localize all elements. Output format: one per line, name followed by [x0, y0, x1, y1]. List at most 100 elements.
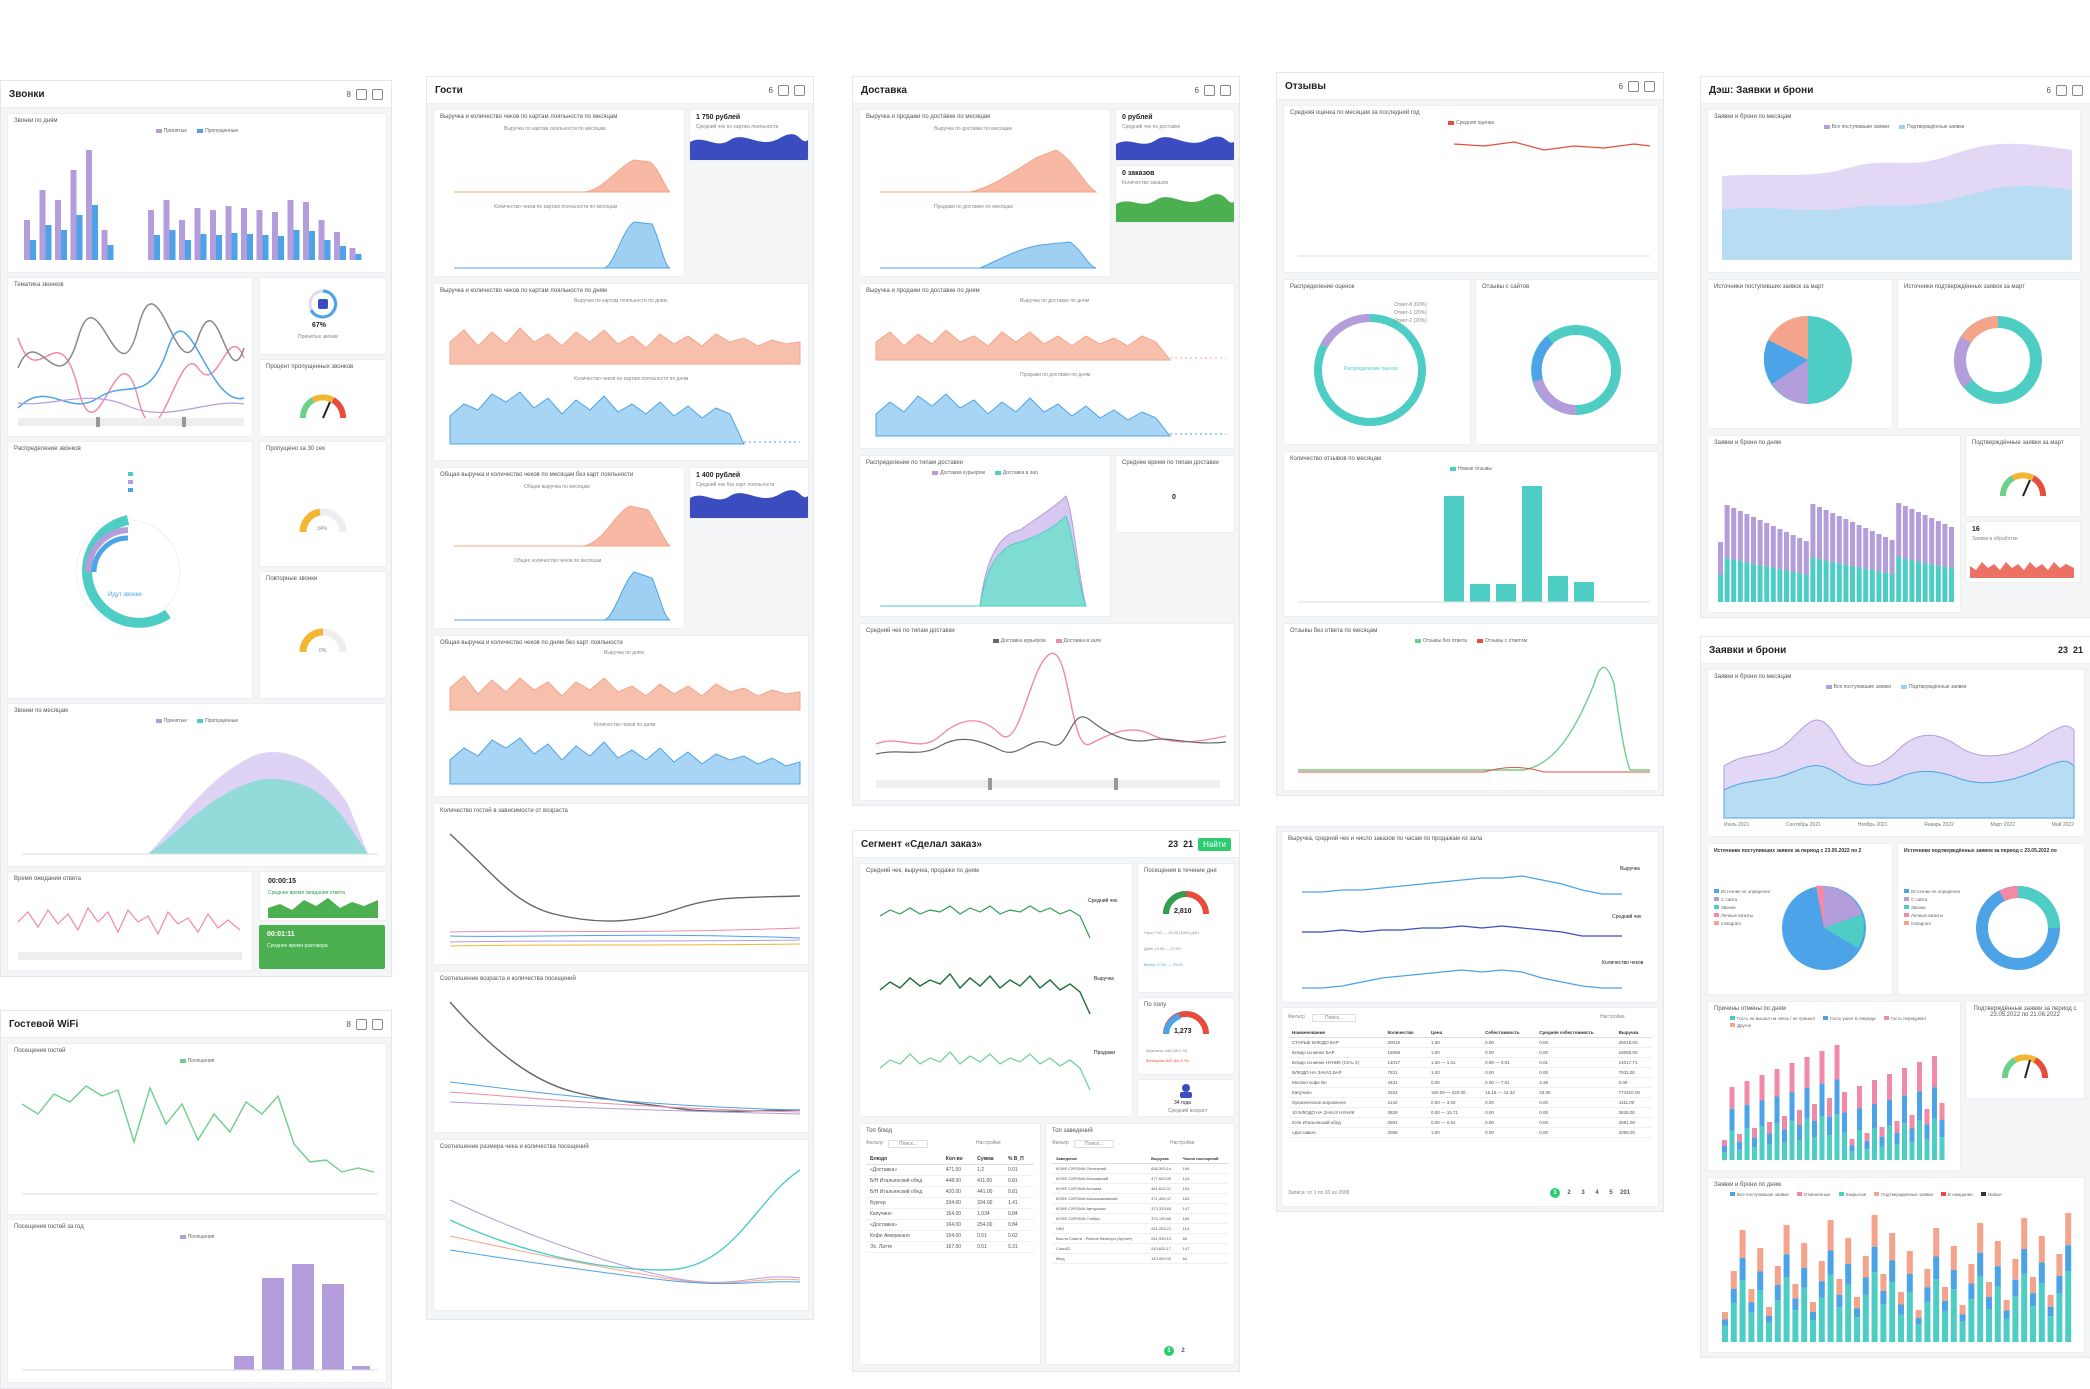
page-2[interactable]: 2 [1181, 1348, 1185, 1354]
table-row[interactable]: КОФЕ СХРОМА Охотничий 838,393,14 194 [1052, 1163, 1228, 1174]
legend-item[interactable]: С сайта [1904, 897, 1927, 902]
col-header[interactable]: Число посещений [1178, 1154, 1228, 1164]
table-row[interactable]: КОФЕ СХРОМА Авторская 373,333,63 147 [1052, 1203, 1228, 1214]
legend-visits[interactable]: Посещения [179, 1234, 214, 1240]
table-row[interactable]: НКО 241,203,21 114 [1052, 1223, 1228, 1234]
col-header[interactable]: Блюдо [866, 1154, 942, 1165]
legend-item[interactable]: Instagram [1904, 921, 1931, 926]
page-2[interactable]: 2 [1567, 1190, 1571, 1196]
col-header[interactable]: Средняя себестоимость [1535, 1028, 1615, 1038]
table-row[interactable]: КОФЕ СХРОМА Калашниковский 471,499,47 183 [1052, 1193, 1228, 1204]
legend-courier[interactable]: Доставка курьером [932, 470, 985, 476]
table-row[interactable]: Б/Н Итальянский обед 420.00 441.00 0.81 [866, 1186, 1034, 1198]
legend-item[interactable]: Новые [1980, 1192, 2002, 1197]
legend-hall[interactable]: Доставка в зал [994, 470, 1038, 476]
table-row[interactable]: Мыд 143,900,00 64 [1052, 1253, 1228, 1264]
legend-accepted[interactable]: Принятые [155, 128, 187, 134]
page-4[interactable]: 4 [1595, 1190, 1599, 1196]
col-header[interactable]: Сумма [973, 1154, 1004, 1165]
col-header[interactable]: Количество [1383, 1028, 1428, 1038]
legend-accepted[interactable]: Принятые [155, 718, 187, 724]
legend-new[interactable]: Новые отзывы [1450, 466, 1492, 472]
col-header[interactable]: Заведение [1052, 1154, 1148, 1164]
legend-item[interactable]: В ожидании [1940, 1192, 1973, 1197]
table-row[interactable]: Кофе Американо 154.00 0.51 0.62 [866, 1230, 1034, 1242]
table-row[interactable]: «Доставка» 471.00 1,2 0.01 [866, 1164, 1034, 1176]
table-settings[interactable]: Настройки [1600, 1014, 1625, 1020]
legend-answered[interactable]: Отзывы с ответом [1476, 638, 1527, 644]
export-icon[interactable] [2056, 84, 2067, 96]
page-1[interactable]: 1 [1550, 1188, 1560, 1198]
table-row[interactable]: Б/Н Итальянский обед 448.00 411.00 0.81 [866, 1175, 1034, 1187]
export-icon[interactable] [778, 84, 789, 96]
col-header[interactable]: Кол-во [941, 1154, 974, 1165]
col-header[interactable]: Наименование [1288, 1028, 1384, 1038]
legend-visits[interactable]: Посещения [179, 1058, 214, 1064]
table-row[interactable]: КОФЕ СХРОМА Боткина 481,612,01 154 [1052, 1183, 1228, 1194]
table-row[interactable]: Органическое мороженое 4142 0.00 — 3.00 0.0… [1288, 1097, 1652, 1108]
table-row[interactable]: Эс. Латте 167.00 0.51 0.31 [866, 1241, 1034, 1253]
page-3[interactable]: 3 [1581, 1190, 1585, 1196]
settings-icon[interactable] [2072, 84, 2083, 96]
date-day[interactable]: 6 [2046, 85, 2051, 95]
dishes-search[interactable]: Поиск... [888, 1140, 929, 1148]
places-search[interactable]: Поиск... [1074, 1140, 1115, 1148]
date-day[interactable]: 6 [1618, 81, 1623, 91]
rating-legend-3[interactable]: Ответ-2 (20%) [1394, 318, 1427, 324]
legend-item[interactable]: Все поступившие заявки [1730, 1192, 1789, 1197]
table-row[interactable]: 10 БЛЮДО НА ЗАКАЗ НУНИК 3828 0.00 — 15.71 0… [1288, 1107, 1652, 1118]
legend-item[interactable]: Гость ушел в очереди [1822, 1016, 1876, 1021]
legend-item[interactable]: Источник не определен [1714, 889, 1770, 894]
table-row[interactable]: «Доставка» 164.00 254.00 0.84 [866, 1219, 1034, 1231]
dishes-settings[interactable]: Настройки [976, 1140, 1001, 1146]
table-row[interactable]: КОФЕ СХРОМА Стойка 374,199,66 189 [1052, 1213, 1228, 1224]
table-row[interactable]: Бургер 334.00 334.00 1.41 [866, 1197, 1034, 1209]
legend-missed[interactable]: Пропущенные [197, 128, 238, 134]
settings-icon[interactable] [1644, 80, 1655, 92]
legend-all[interactable]: Все поступившие заявки [1823, 124, 1889, 130]
date-to[interactable]: 21 [1183, 839, 1194, 849]
table-row[interactable]: Молоко кофе Вн 4431 0.00 0.00 — 7.61 4.35 0.0… [1288, 1077, 1652, 1088]
legend-hall[interactable]: Доставка в зале [1055, 638, 1101, 644]
col-header[interactable]: Цена [1427, 1028, 1482, 1038]
date-from[interactable]: 23 [1168, 839, 1179, 849]
legend-missed[interactable]: Пропущенные [197, 718, 238, 724]
legend-item[interactable]: Источник не определен [1904, 889, 1960, 894]
table-row[interactable]: Вилла Сэвоти - Ратное Велеоро (Аутлет) 24… [1052, 1233, 1228, 1244]
settings-icon[interactable] [1220, 84, 1231, 96]
legend-confirmed[interactable]: Подтверждённые заявки [1901, 684, 1966, 690]
export-icon[interactable] [1204, 84, 1215, 96]
date-day[interactable]: 6 [768, 85, 773, 95]
legend-item[interactable]: Личные визиты [1904, 913, 1943, 918]
table-search[interactable]: Поиск... [1312, 1014, 1357, 1022]
legend-no-answer[interactable]: Отзывы без ответа [1414, 638, 1467, 644]
table-row[interactable]: СТАРЫЕ БЛЮДО БАР 20018 1.00 0.00 0.00 25018.0… [1288, 1037, 1652, 1048]
legend-item[interactable]: Звонки [1904, 905, 1926, 910]
rating-legend-1[interactable]: Ответ-8 (60%) [1394, 302, 1427, 308]
page-1[interactable]: 1 [1164, 1346, 1174, 1356]
settings-icon[interactable] [794, 84, 805, 96]
find-button[interactable]: Найти [1198, 837, 1231, 851]
legend-item[interactable]: Подтвержденные заявки [1874, 1192, 1933, 1197]
table-row[interactable]: КОФЕ СХРОМА Московский 477,653,90 124 [1052, 1173, 1228, 1184]
legend-item[interactable]: С сайта [1714, 897, 1737, 902]
legend-item[interactable]: Звонки [1714, 905, 1736, 910]
legend-item[interactable]: Личные визиты [1714, 913, 1753, 918]
legend-all[interactable]: Все поступившие заявки [1825, 684, 1891, 690]
date-day[interactable]: 8 [346, 89, 351, 99]
table-row[interactable]: Блюдо из меню НУНИК (Сеть 2) 14017 1.00 — … [1288, 1057, 1652, 1068]
date-to[interactable]: 21 [2072, 645, 2083, 655]
places-settings[interactable]: Настройки [1170, 1140, 1195, 1146]
legend-item[interactable]: Другое [1730, 1023, 1751, 1028]
page-201[interactable]: 201 [1620, 1190, 1631, 1196]
legend-confirmed[interactable]: Подтверждённые заявки [1899, 124, 1964, 130]
table-row[interactable]: «Доставка» 2058 1.00 0.00 0.00 2058.00 [1288, 1127, 1652, 1138]
col-header[interactable]: Себестоимость [1481, 1028, 1536, 1038]
table-row[interactable]: Капучино 164.00 1,034 0.84 [866, 1208, 1034, 1220]
rating-legend-2[interactable]: Ответ-1 (20%) [1394, 310, 1427, 316]
legend-item[interactable]: Гость не вышел на связь / не пришел [1730, 1016, 1815, 1021]
export-icon[interactable] [356, 1018, 367, 1030]
date-day[interactable]: 6 [1194, 85, 1199, 95]
table-row[interactable]: Блюдо из меню БАР 16058 1.00 0.00 0.00 16058.… [1288, 1047, 1652, 1058]
date-day[interactable]: 8 [346, 1019, 351, 1029]
